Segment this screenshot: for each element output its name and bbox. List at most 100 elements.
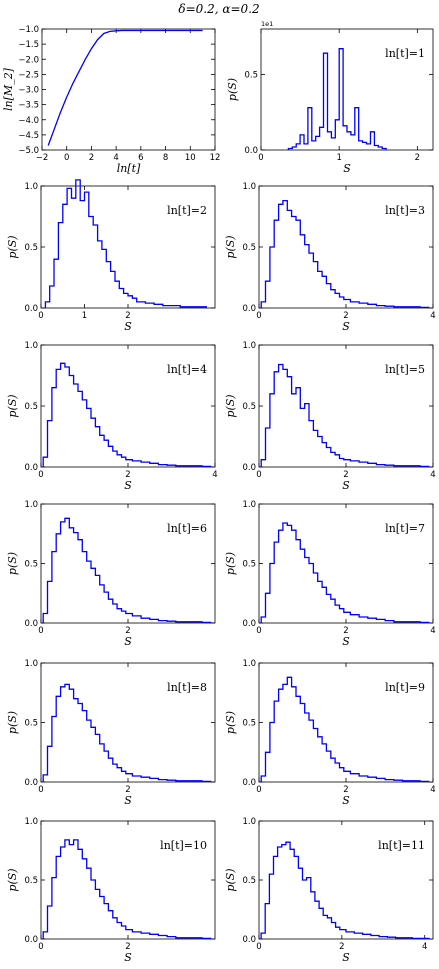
x-tick-label: 2 [125,626,130,636]
panel-annotation: ln[t]=11 [378,839,425,852]
x-tick-label: 2 [125,311,130,321]
x-tick-label: 0 [38,942,43,952]
y-tick-label: 0.0 [242,778,256,788]
panel-t10: 0 2 0.0 0.5 1.0 Sp(S) ln[t]=10 [6,817,216,964]
panel-t1: 0 1 2 0.0 0.5 Sp(S) 1e1 ln[t]=1 [226,20,434,175]
x-axis-label: S [342,635,350,648]
y-tick-label: 0.0 [24,304,38,314]
x-axis-label: S [124,635,132,648]
x-tick-label: 0 [256,942,261,952]
y-tick-label: 1.0 [242,817,256,827]
y-tick-label: −4.0 [18,116,39,126]
x-tick-label: 1 [336,153,341,163]
y-axis-label: p(S) [6,394,19,417]
panel-t4: 0 2 4 0.0 0.5 1.0 Sp(S) ln[t]=4 [6,341,218,492]
y-axis-label: p(S) [6,868,19,891]
histogram-step [42,839,212,940]
y-axis-label: p(S) [224,711,237,734]
histogram-step [260,363,430,468]
histogram-step [42,683,212,783]
y-axis-label: p(S) [6,711,19,734]
y-tick-label: −5.0 [18,146,39,156]
panel-annotation: ln[t]=6 [167,522,207,535]
x-tick-label: 2 [89,153,94,163]
x-tick-label: 4 [430,311,435,321]
histogram-step [42,517,212,624]
y-axis-label: p(S) [6,235,19,258]
y-tick-label: 0.5 [24,560,38,570]
x-tick-label: 2 [125,470,130,480]
y-tick-label: 0.0 [24,463,38,473]
y-tick-label: −4.5 [18,131,39,141]
y-tick-label: 1.0 [24,659,38,669]
panels: −2 0 2 4 6 8 10 12−5.0−4.5−4.0−3.5−3.0−2.5−2.0−… [2,20,436,964]
x-tick-label: 2 [343,626,348,636]
x-tick-label: 0 [256,311,261,321]
y-axis-label: p(S) [224,868,237,891]
y-tick-label: 0.0 [242,304,256,314]
panel-annotation: ln[t]=7 [385,522,425,535]
y-axis-label: p(S) [224,235,237,258]
x-axis-label: S [342,794,350,807]
y-tick-label: 0.0 [242,463,256,473]
panel-m2: −2 0 2 4 6 8 10 12 −5.0 −4.5 −4.0 −3.5 −3.0 −2.5 −2.0 −… [2,25,220,175]
y-tick-label: 1.0 [242,500,256,510]
y-tick-label: 0.5 [242,402,256,412]
x-tick-label: 2 [343,785,348,795]
y-tick-label: −2.0 [18,55,39,65]
x-tick-label: 0 [38,785,43,795]
panel-annotation: ln[t]=3 [385,204,425,217]
y-tick-label: 0.5 [242,719,256,729]
panel-t7: 0 2 4 0.0 0.5 1.0 Sp(S) ln[t]=7 [224,500,436,648]
y-tick-label: 0.0 [24,778,38,788]
x-tick-label: 2 [125,785,130,795]
x-axis-label: S [342,951,350,964]
x-axis-label: S [124,794,132,807]
panel-annotation: ln[t]=5 [385,363,425,376]
axes-frame [260,28,434,151]
panel-t5: 0 2 4 0.0 0.5 1.0 Sp(S) ln[t]=5 [224,341,436,492]
x-tick-label: 0 [256,626,261,636]
x-tick-label: 2 [339,942,344,952]
x-tick-label: 8 [163,153,168,163]
figure-title: δ=0.2, α=0.2 [178,2,259,16]
histogram-step [44,179,207,308]
x-tick-label: 6 [138,153,143,163]
y-tick-label: 0.5 [24,402,38,412]
panel-annotation: ln[t]=10 [160,839,207,852]
y-tick-label: 0.5 [24,876,38,886]
x-tick-label: 2 [343,470,348,480]
x-tick-label: 4 [430,470,435,480]
y-axis-label: p(S) [6,552,19,575]
panel-annotation: ln[t]=8 [167,681,207,694]
y-tick-label: 0.0 [244,146,258,156]
panel-annotation: ln[t]=2 [167,204,207,217]
panel-t3: 0 2 4 0.0 0.5 1.0 Sp(S) ln[t]=3 [224,182,436,333]
panel-annotation: ln[t]=1 [385,47,425,60]
histogram-step [260,676,430,783]
y-tick-label: 1.0 [242,659,256,669]
x-tick-label: 0 [38,626,43,636]
histogram-step [260,841,430,940]
y-tick-label: 1.0 [24,182,38,192]
x-axis-label: S [342,320,350,333]
y-tick-label: 0.5 [242,243,256,253]
y-tick-label: 0.5 [244,70,258,80]
x-tick-label: 0 [38,311,43,321]
y-tick-label: 0.0 [242,935,256,945]
x-tick-label: 1 [82,311,87,321]
panel-t11: 0 2 4 0.0 0.5 1.0 Sp(S) ln[t]=11 [224,817,434,964]
panel-t8: 0 2 0.0 0.5 1.0 Sp(S) ln[t]=8 [6,659,216,807]
y-scale-multiplier: 1e1 [261,20,273,28]
y-tick-label: 1.0 [24,817,38,827]
y-axis-label: p(S) [226,78,239,101]
histogram-step [42,362,212,468]
y-tick-label: 1.0 [242,182,256,192]
y-tick-label: −1.0 [18,25,39,35]
y-tick-label: −3.5 [18,101,39,111]
y-tick-label: 1.0 [24,500,38,510]
panel-t6: 0 2 0.0 0.5 1.0 Sp(S) ln[t]=6 [6,500,216,648]
histogram-step [287,48,387,150]
histogram-step [260,522,430,624]
